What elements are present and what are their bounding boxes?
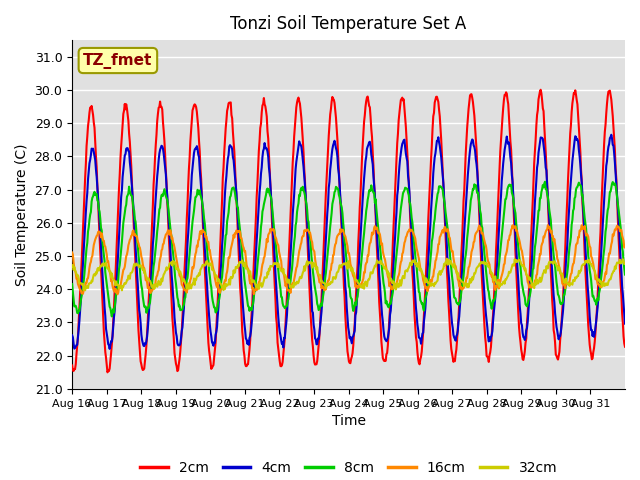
Text: TZ_fmet: TZ_fmet xyxy=(83,52,152,69)
Y-axis label: Soil Temperature (C): Soil Temperature (C) xyxy=(15,143,29,286)
X-axis label: Time: Time xyxy=(332,414,365,428)
Title: Tonzi Soil Temperature Set A: Tonzi Soil Temperature Set A xyxy=(230,15,467,33)
Legend: 2cm, 4cm, 8cm, 16cm, 32cm: 2cm, 4cm, 8cm, 16cm, 32cm xyxy=(134,455,563,480)
